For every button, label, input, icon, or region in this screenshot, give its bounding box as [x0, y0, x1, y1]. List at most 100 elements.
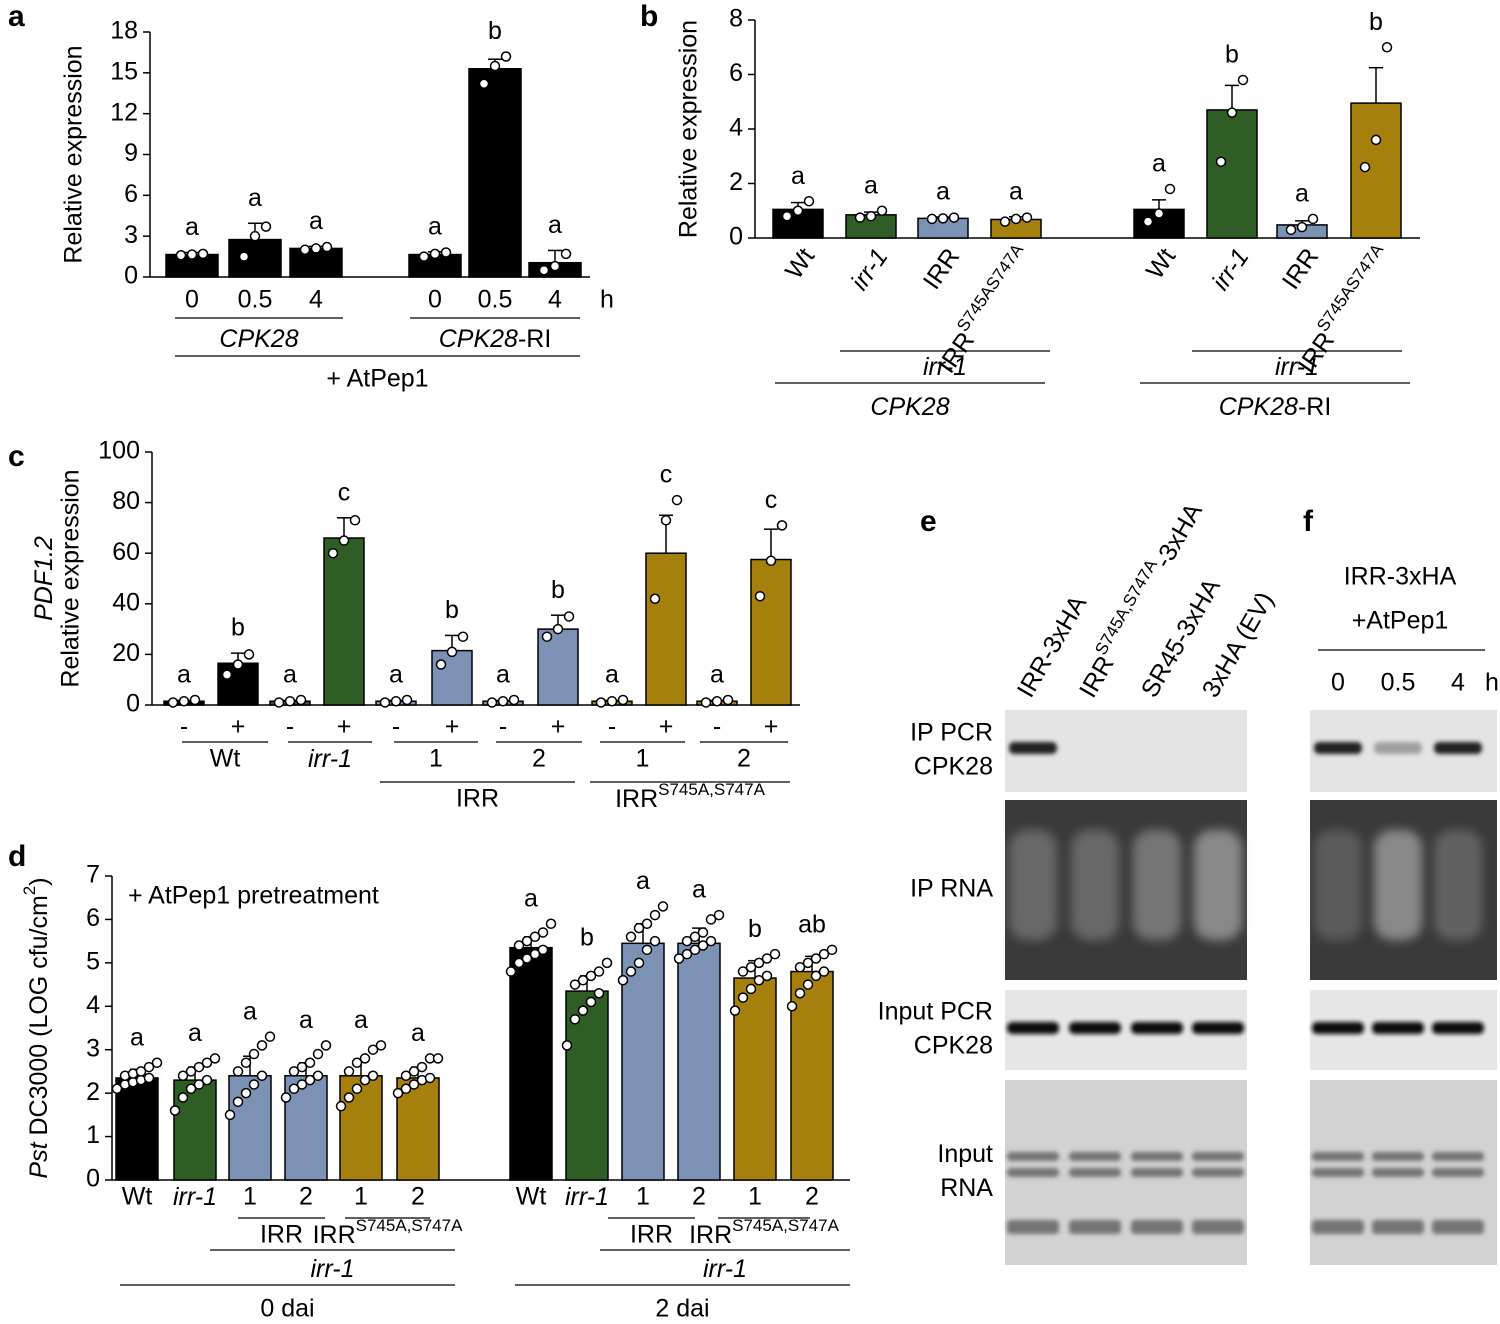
- data-point: [545, 918, 557, 930]
- data-point: [338, 535, 350, 546]
- data-point: [238, 251, 250, 262]
- panel-label: f: [1303, 505, 1314, 538]
- data-point: [248, 1048, 260, 1060]
- row-label: IP RNA: [910, 875, 993, 903]
- significance-letter: a: [1295, 180, 1309, 208]
- label-part: DC3000 (LOG cfu/cm: [25, 895, 53, 1142]
- data-point: [705, 935, 717, 947]
- data-point: [810, 953, 822, 964]
- data-point: [705, 914, 717, 925]
- data-point: [513, 957, 525, 969]
- label-part: S745A,S747A: [1091, 556, 1161, 659]
- data-point: [689, 931, 701, 943]
- data-point: [240, 1087, 252, 1099]
- data-point: [1237, 74, 1249, 86]
- label-part: irr-1: [845, 243, 893, 295]
- gel-band: [1312, 1220, 1364, 1234]
- bar: [677, 942, 721, 1181]
- significance-letter: c: [338, 478, 351, 506]
- y-tick-label: 0: [86, 1165, 100, 1193]
- row-label: Input: [937, 1140, 993, 1168]
- label-part: IRR: [689, 1221, 732, 1249]
- bar: [323, 537, 365, 706]
- y-tick-label: 9: [124, 139, 138, 167]
- data-point: [722, 694, 734, 706]
- data-point: [284, 695, 296, 707]
- data-point: [776, 520, 788, 531]
- bar: [621, 942, 665, 1181]
- gel-band: [1131, 1168, 1183, 1177]
- data-point: [803, 195, 815, 207]
- bar: [1133, 208, 1185, 239]
- label-part: CPK28: [219, 325, 298, 353]
- data-point: [401, 694, 413, 706]
- group-label: irr-1: [923, 353, 967, 381]
- unit-label: h: [1485, 669, 1499, 697]
- significance-letter: b: [445, 596, 459, 624]
- y-tick-label: 3: [86, 1034, 100, 1062]
- data-point: [700, 697, 712, 708]
- data-point: [400, 1070, 412, 1082]
- x-tick-label: -: [392, 713, 400, 741]
- y-tick-label: 3: [124, 221, 138, 249]
- data-point: [513, 940, 525, 951]
- y-tick-label: 80: [112, 487, 140, 515]
- data-point: [177, 1092, 189, 1103]
- rna-smear: [1071, 830, 1119, 940]
- data-point: [343, 1066, 355, 1077]
- data-point: [135, 1066, 147, 1077]
- data-point: [1296, 221, 1308, 233]
- data-point: [375, 1040, 387, 1051]
- y-tick-label: 18: [110, 17, 138, 45]
- data-point: [745, 983, 757, 995]
- data-point: [671, 494, 683, 506]
- group-label: IRR: [630, 1221, 673, 1249]
- data-point: [561, 1040, 573, 1051]
- data-point: [400, 1083, 412, 1095]
- data-point: [649, 909, 661, 921]
- group-label: IRRS745A,S747A: [689, 1216, 840, 1249]
- gel-band: [1432, 1220, 1484, 1234]
- label-part: -RI: [518, 325, 551, 353]
- data-point: [408, 1079, 420, 1090]
- y-tick-label: 8: [729, 5, 743, 33]
- x-tick-label: Wt: [122, 1183, 153, 1211]
- data-point: [1153, 208, 1165, 219]
- significance-letter: ab: [798, 910, 826, 938]
- gel-band: [1372, 1152, 1424, 1161]
- significance-letter: a: [177, 661, 191, 689]
- data-point: [201, 1057, 213, 1068]
- panel-label: d: [8, 840, 26, 873]
- significance-letter: a: [299, 1006, 313, 1034]
- gel-band: [1009, 742, 1057, 754]
- data-point: [351, 1057, 363, 1068]
- significance-letter: a: [248, 184, 262, 212]
- panel-label: b: [640, 0, 658, 33]
- data-point: [865, 210, 877, 222]
- gel-band: [1192, 1168, 1244, 1177]
- significance-letter: a: [791, 162, 805, 190]
- x-tick-label: 0.5: [478, 286, 513, 314]
- gel-band: [1069, 1220, 1121, 1234]
- x-tick-label: 0: [428, 286, 442, 314]
- data-point: [185, 1066, 197, 1077]
- data-point: [697, 927, 709, 938]
- group-label: CPK28: [219, 325, 298, 353]
- label-part: S747A: [982, 240, 1027, 293]
- data-point: [390, 695, 402, 707]
- label-part: IRR: [1074, 651, 1120, 702]
- label-part: irr-1: [173, 1183, 217, 1211]
- gel-title: IRR-3xHA: [1344, 563, 1457, 591]
- group-label: CPK28-RI: [1219, 393, 1332, 421]
- group-label: 1: [636, 745, 650, 773]
- x-tick-label: irr-1: [565, 1183, 609, 1211]
- label-part: irr-1: [923, 353, 967, 381]
- data-point: [999, 216, 1011, 227]
- group-label: irr-1: [1275, 353, 1319, 381]
- significance-letter: a: [428, 212, 442, 240]
- data-point: [781, 210, 793, 222]
- data-point: [435, 659, 447, 670]
- data-point: [641, 918, 653, 930]
- x-tick-label: -: [713, 713, 721, 741]
- label-part: IRR: [615, 785, 658, 813]
